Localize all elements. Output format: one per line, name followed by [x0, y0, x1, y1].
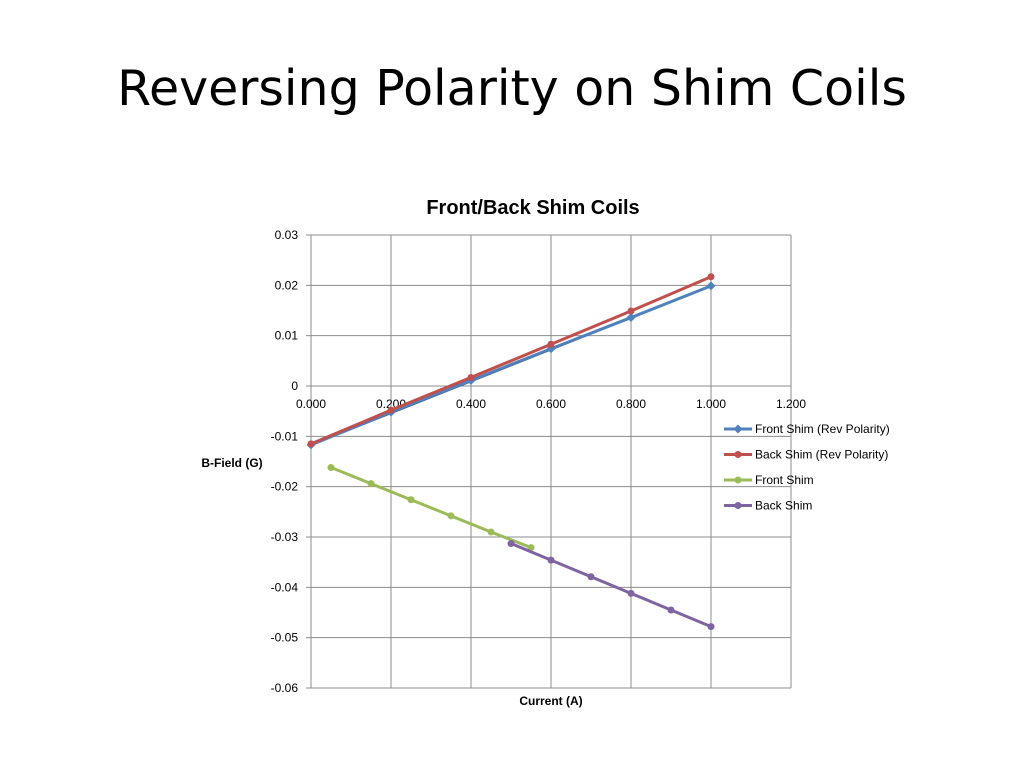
data-point — [707, 273, 715, 281]
series — [307, 273, 715, 448]
data-point — [626, 313, 636, 323]
data-point — [733, 424, 743, 434]
data-point — [467, 373, 475, 381]
series-line — [330, 466, 532, 549]
series-line — [510, 542, 712, 628]
y-tick-label: -0.02 — [271, 480, 299, 494]
data-point — [587, 573, 595, 581]
data-point — [627, 307, 635, 315]
x-tick-label: 0.800 — [616, 397, 646, 411]
y-tick-label: 0.03 — [275, 228, 299, 242]
legend-item: Back Shim — [724, 499, 812, 513]
legend-item: Front Shim (Rev Polarity) — [724, 422, 890, 436]
y-axis-label: B-Field (G) — [201, 456, 262, 470]
data-point — [367, 480, 375, 488]
chart-title: Front/Back Shim Coils — [426, 197, 639, 219]
legend-item: Front Shim — [724, 473, 814, 487]
data-point — [307, 440, 315, 448]
series-line — [310, 275, 712, 446]
data-point — [547, 556, 555, 564]
y-tick-label: 0.02 — [275, 278, 299, 292]
legend-item: Back Shim (Rev Polarity) — [724, 448, 888, 462]
y-tick-label: -0.01 — [271, 429, 299, 443]
slide-title: Reversing Polarity on Shim Coils — [117, 60, 907, 117]
x-axis-label: Current (A) — [519, 694, 582, 708]
series — [306, 281, 716, 450]
data-point — [527, 544, 535, 552]
data-point — [447, 512, 455, 520]
series — [327, 464, 535, 552]
legend-label: Back Shim (Rev Polarity) — [755, 448, 888, 462]
data-point — [407, 496, 415, 504]
series-layer — [306, 273, 716, 631]
x-tick-label: 0.000 — [296, 397, 326, 411]
legend-label: Front Shim — [755, 473, 814, 487]
legend-label: Back Shim — [755, 499, 812, 513]
data-point — [667, 606, 675, 614]
x-tick-label: 0.600 — [536, 397, 566, 411]
data-point — [487, 528, 495, 536]
y-tick-label: -0.06 — [271, 681, 299, 695]
series — [507, 540, 715, 631]
data-point — [734, 502, 742, 509]
x-tick-label: 1.200 — [776, 397, 806, 411]
y-tick-label: -0.05 — [271, 631, 299, 645]
data-point — [507, 540, 515, 548]
legend-label: Front Shim (Rev Polarity) — [755, 422, 890, 436]
data-point — [327, 464, 335, 472]
data-point — [707, 623, 715, 631]
data-point — [734, 451, 742, 458]
data-point — [547, 340, 555, 348]
x-tick-label: 0.400 — [456, 397, 486, 411]
legend: Front Shim (Rev Polarity) Back Shim (Rev … — [724, 422, 890, 513]
tick-labels: 0.03 0.02 0.01 0 -0.01 -0.02 -0.03 -0.04 -0.05 -0… — [271, 228, 807, 695]
x-tick-label: 1.000 — [696, 397, 726, 411]
y-tick-label: -0.04 — [271, 580, 299, 594]
y-tick-label: 0.01 — [275, 329, 299, 343]
grid — [306, 234, 792, 689]
data-point — [627, 589, 635, 597]
y-tick-label: 0 — [291, 379, 298, 393]
data-point — [734, 476, 742, 484]
y-tick-label: -0.03 — [271, 530, 299, 544]
series-line — [310, 284, 712, 447]
data-point — [387, 406, 395, 414]
data-point — [706, 281, 716, 291]
